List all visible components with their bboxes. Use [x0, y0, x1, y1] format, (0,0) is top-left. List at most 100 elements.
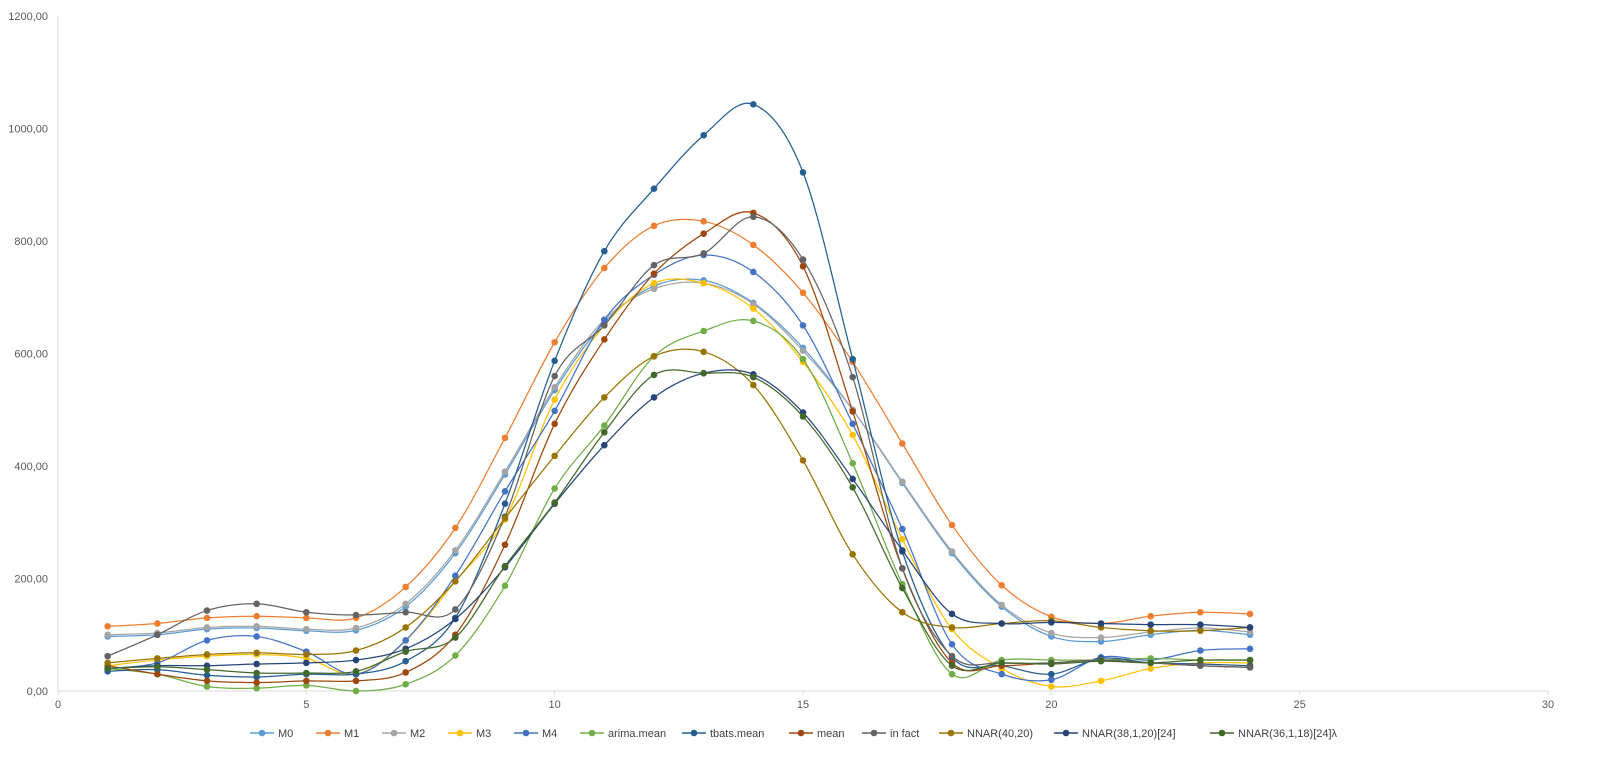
data-point — [650, 279, 658, 287]
y-tick-label: 1200,00 — [8, 11, 48, 23]
data-point — [948, 548, 956, 555]
data-point — [303, 677, 310, 685]
data-point — [303, 625, 310, 633]
x-tick-label: 15 — [797, 699, 809, 711]
data-point — [501, 582, 509, 590]
legend-item: NNAR(40,20) — [939, 728, 1033, 740]
data-point — [849, 373, 856, 381]
data-point — [303, 659, 310, 667]
series-line — [107, 102, 1251, 678]
data-point — [899, 535, 906, 543]
data-point — [1197, 608, 1204, 616]
data-point — [203, 624, 211, 631]
data-point — [750, 381, 757, 389]
series-line — [107, 281, 1251, 639]
data-point — [253, 679, 260, 686]
data-point — [154, 631, 161, 639]
data-point — [1147, 659, 1154, 667]
series-line — [107, 218, 1251, 627]
data-point — [352, 656, 360, 664]
data-point — [402, 624, 409, 631]
data-point — [799, 289, 807, 297]
legend-label: tbats.mean — [710, 728, 764, 740]
data-point — [1048, 619, 1055, 626]
data-point — [750, 373, 757, 381]
data-point — [551, 357, 558, 365]
legend: M0 M1 M2 M3 M4 arima.mean tbats.mean mean in fac… — [250, 728, 1338, 740]
data-point — [998, 659, 1005, 667]
data-point — [154, 670, 161, 678]
legend-swatch-marker — [870, 729, 878, 737]
x-tick-label: 10 — [549, 699, 561, 711]
data-point — [700, 369, 707, 377]
x-tick-label: 30 — [1542, 699, 1554, 711]
series-nnar-38-1-20-24 — [104, 369, 1254, 672]
data-point — [799, 263, 807, 270]
data-point — [1197, 656, 1204, 664]
data-point — [1197, 662, 1204, 669]
data-point — [1097, 677, 1105, 685]
data-point — [253, 612, 260, 620]
data-point — [253, 669, 260, 677]
data-point — [750, 213, 757, 221]
data-point — [849, 431, 856, 439]
data-point — [1147, 627, 1154, 635]
legend-swatch-marker — [1062, 729, 1070, 737]
data-point — [1246, 610, 1254, 618]
data-point — [104, 623, 111, 630]
data-point — [452, 634, 459, 641]
y-tick-label: 0,00 — [27, 686, 48, 698]
data-point — [650, 185, 658, 192]
data-point — [203, 607, 211, 614]
data-point — [601, 428, 608, 436]
data-point — [700, 131, 707, 139]
legend-label: arima.mean — [608, 728, 666, 740]
data-point — [154, 620, 161, 627]
legend-item: M3 — [448, 728, 491, 740]
series-nnar-40-20 — [104, 348, 1254, 667]
data-point — [452, 606, 459, 613]
data-point — [402, 680, 409, 688]
data-point — [601, 316, 608, 324]
data-point — [253, 660, 260, 668]
data-point — [948, 662, 956, 669]
data-point — [700, 327, 707, 335]
data-point — [551, 372, 558, 380]
data-point — [452, 572, 459, 579]
data-point — [452, 547, 459, 554]
data-point — [402, 608, 409, 616]
data-point — [551, 407, 558, 415]
data-point — [402, 648, 409, 655]
data-point — [1048, 660, 1055, 668]
series-line — [107, 216, 1251, 669]
data-point — [650, 270, 658, 277]
data-point — [799, 347, 807, 354]
legend-label: in fact — [890, 728, 919, 740]
data-point — [998, 601, 1005, 609]
data-point — [899, 565, 906, 572]
data-point — [551, 485, 558, 492]
data-point — [700, 218, 707, 225]
data-point — [501, 500, 509, 507]
data-point — [650, 353, 658, 360]
data-point — [551, 420, 558, 428]
legend-item: arima.mean — [580, 728, 666, 740]
y-tick-label: 1000,00 — [8, 124, 48, 136]
data-point — [1246, 624, 1254, 631]
data-point — [352, 647, 360, 654]
data-point — [601, 441, 608, 449]
data-point — [203, 666, 211, 673]
data-point — [551, 396, 558, 403]
data-point — [1048, 676, 1055, 684]
legend-swatch-marker — [324, 729, 332, 737]
data-point — [601, 264, 608, 272]
data-point — [452, 615, 459, 623]
data-point — [899, 440, 906, 447]
data-point — [700, 230, 707, 237]
data-point — [402, 637, 409, 644]
data-point — [1246, 656, 1254, 664]
data-point — [899, 478, 906, 486]
data-point — [402, 657, 409, 665]
data-point — [1147, 665, 1154, 672]
data-point — [899, 525, 906, 533]
